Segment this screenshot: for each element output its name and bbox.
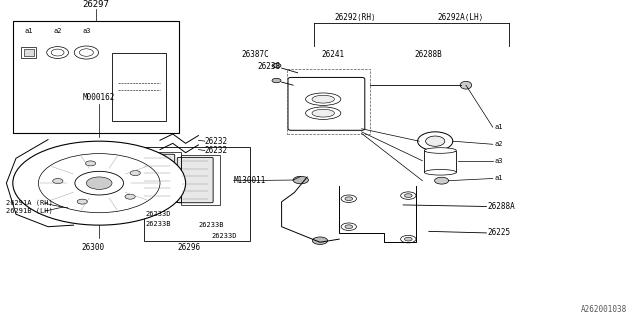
Text: 26300: 26300 [81,243,104,252]
Circle shape [345,197,353,201]
Bar [287,69,370,134]
Circle shape [401,192,416,199]
Circle shape [77,199,88,204]
Circle shape [75,171,124,195]
Ellipse shape [424,148,456,153]
Text: a1: a1 [495,124,503,130]
Text: 26292A⟨LH⟩: 26292A⟨LH⟩ [438,13,484,22]
Ellipse shape [272,63,281,68]
Circle shape [404,194,412,197]
Circle shape [130,171,140,176]
Text: 26238: 26238 [258,62,281,71]
Ellipse shape [306,107,341,119]
Ellipse shape [47,47,68,59]
Ellipse shape [51,49,64,56]
Circle shape [312,237,328,244]
Ellipse shape [418,132,453,150]
Ellipse shape [312,109,334,117]
Ellipse shape [74,46,99,59]
Circle shape [86,177,112,189]
Text: M000162: M000162 [83,93,115,102]
Text: 26232: 26232 [205,146,228,155]
Bar [13,21,179,133]
Text: 26225: 26225 [488,228,511,237]
FancyBboxPatch shape [288,77,365,130]
Text: 26233D: 26233D [211,233,237,239]
Ellipse shape [312,95,334,103]
Bar [424,150,456,172]
Circle shape [125,194,135,199]
Circle shape [341,223,356,230]
Ellipse shape [79,49,93,56]
Text: a1: a1 [495,175,503,181]
Text: 26241: 26241 [321,50,344,59]
Text: 26233B: 26233B [146,220,172,227]
Bar [181,155,220,205]
Text: a2: a2 [53,28,62,34]
Circle shape [404,237,412,241]
Bar [143,152,181,202]
Bar [144,148,250,241]
Text: A262001038: A262001038 [581,305,627,314]
Text: 26291B ⟨LH⟩: 26291B ⟨LH⟩ [6,208,53,214]
Ellipse shape [272,78,281,83]
Text: a3: a3 [495,158,503,164]
Text: a1: a1 [24,28,33,34]
Text: 26387C: 26387C [242,50,269,59]
Circle shape [85,161,95,166]
Text: 26288B: 26288B [415,50,442,59]
Circle shape [345,225,353,228]
Text: a2: a2 [495,141,503,147]
Circle shape [293,176,308,184]
Circle shape [38,154,160,213]
Text: 26297: 26297 [83,0,109,9]
Circle shape [52,179,63,184]
Circle shape [341,195,356,203]
Ellipse shape [426,136,445,146]
Ellipse shape [424,170,456,175]
Text: 26233D: 26233D [146,211,172,217]
Text: M130011: M130011 [234,176,266,185]
Text: 26292⟨RH⟩: 26292⟨RH⟩ [334,13,376,22]
Ellipse shape [435,177,449,184]
Text: 26288A: 26288A [488,202,515,211]
Bar [21,47,36,58]
Text: a3: a3 [82,28,91,34]
FancyBboxPatch shape [177,157,213,203]
Text: 26291A ⟨RH⟩: 26291A ⟨RH⟩ [6,200,53,206]
Text: 26296: 26296 [177,243,200,252]
Circle shape [401,236,416,243]
Bar [112,52,166,121]
Circle shape [13,141,186,225]
Ellipse shape [306,93,341,105]
Text: 26233B: 26233B [198,222,224,228]
FancyBboxPatch shape [139,154,175,200]
Text: 26232: 26232 [205,137,228,146]
Bar [24,49,34,56]
Ellipse shape [460,81,472,89]
